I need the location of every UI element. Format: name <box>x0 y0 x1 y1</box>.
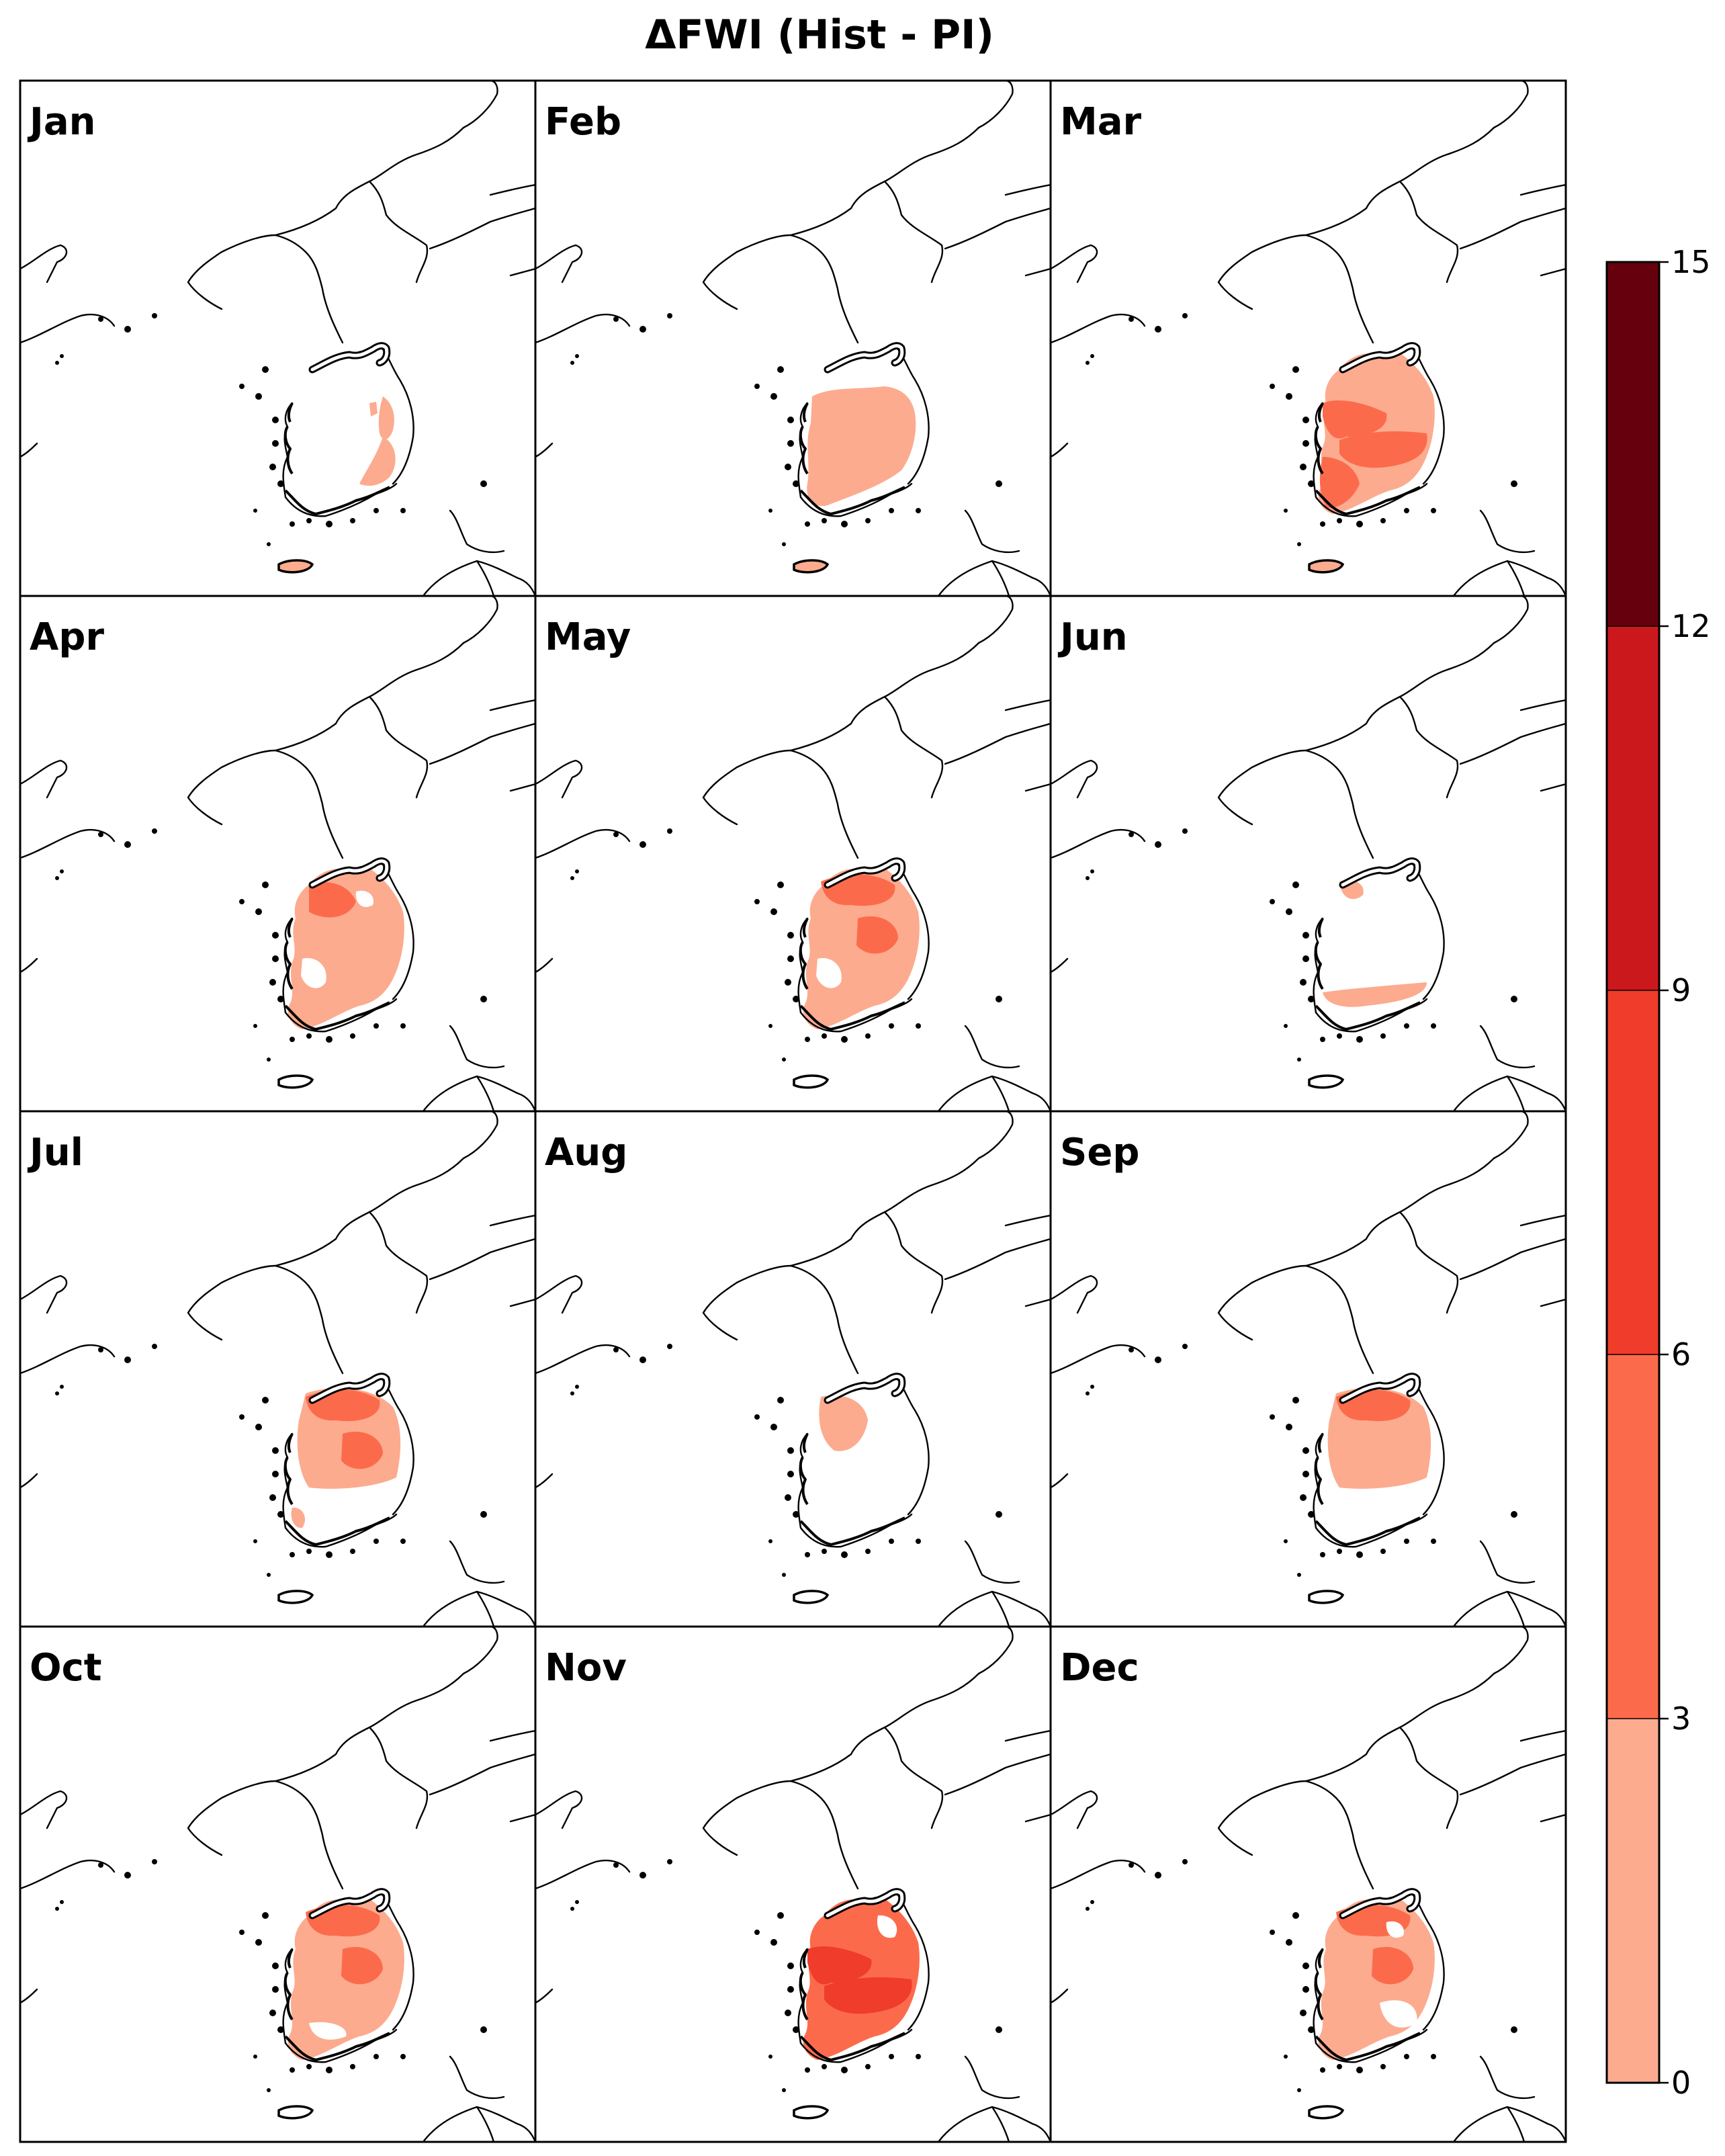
fwi-region-mar-1 <box>1323 400 1387 439</box>
colorbar-bin-2 <box>1607 990 1659 1354</box>
panel-label-feb: Feb <box>545 100 621 144</box>
map-panel-aug: Aug <box>534 1110 1052 1628</box>
map-panel-sep: Sep <box>1049 1110 1567 1628</box>
fwi-region-mar-2 <box>1339 431 1427 468</box>
fwi-region-nov-1 <box>807 1946 872 1985</box>
fwi-region-dec-2 <box>1372 1946 1413 1985</box>
fwi-region-nov-2 <box>824 1977 912 2014</box>
colorbar-bin-4 <box>1607 262 1659 626</box>
fwi-region-mar-4 <box>1309 560 1343 572</box>
fwi-region-jan-0 <box>378 396 394 440</box>
fwi-region-oct-2 <box>341 1946 383 1985</box>
map-panel-nov: Nov <box>534 1625 1052 2143</box>
fwi-region-jun-1 <box>1323 982 1427 1007</box>
fwi-region-aug-0 <box>819 1395 868 1451</box>
panel-grid: Jan Feb Mar Apr May Jun Jul Aug Sep Oct Nov Dec <box>19 79 1567 2143</box>
fwi-region-jan-3 <box>279 560 312 572</box>
colorbar-bin-3 <box>1607 626 1659 990</box>
panel-label-jul: Jul <box>27 1131 83 1174</box>
map-panel-apr: Apr <box>19 595 537 1113</box>
fwi-region-oct-3 <box>309 2022 347 2040</box>
panel-label-may: May <box>545 615 631 659</box>
map-panel-jul: Jul <box>19 1110 537 1628</box>
map-panel-jan: Jan <box>19 79 537 597</box>
panel-label-sep: Sep <box>1060 1131 1139 1174</box>
map-panel-mar: Mar <box>1049 79 1567 597</box>
panel-label-jan: Jan <box>27 100 96 144</box>
colorbar-tick-label: 12 <box>1671 608 1711 644</box>
map-panel-oct: Oct <box>19 1625 537 2143</box>
fwi-region-jul-2 <box>341 1431 383 1469</box>
map-panel-may: May <box>534 595 1052 1113</box>
fwi-region-jul-3 <box>291 1507 306 1528</box>
fwi-region-apr-2 <box>301 958 326 988</box>
panel-label-dec: Dec <box>1060 1646 1139 1690</box>
fwi-region-jan-2 <box>369 402 378 417</box>
fwi-region-feb-0 <box>807 386 916 507</box>
fwi-region-mar-3 <box>1319 457 1360 508</box>
map-panel-dec: Dec <box>1049 1625 1567 2143</box>
colorbar-tick-label: 6 <box>1671 1336 1691 1373</box>
panel-label-mar: Mar <box>1060 100 1142 144</box>
figure-title: ΔFWI (Hist - PI) <box>645 11 994 58</box>
fwi-region-feb-1 <box>794 560 828 572</box>
fwi-region-may-2 <box>856 916 898 954</box>
colorbar-tick-label: 0 <box>1671 2065 1691 2101</box>
map-panel-jun: Jun <box>1049 595 1567 1113</box>
fwi-region-nov-3 <box>877 1915 897 1938</box>
panel-label-oct: Oct <box>30 1646 102 1690</box>
colorbar-tick-label: 9 <box>1671 972 1691 1008</box>
fwi-region-apr-3 <box>355 890 373 908</box>
map-panel-feb: Feb <box>534 79 1052 597</box>
panel-label-jun: Jun <box>1057 615 1128 659</box>
panel-label-apr: Apr <box>30 615 104 659</box>
fwi-region-may-3 <box>816 958 842 988</box>
colorbar-bin-0 <box>1607 1719 1659 2083</box>
panel-label-nov: Nov <box>545 1646 627 1690</box>
colorbar-tick-label: 3 <box>1671 1700 1691 1737</box>
panel-label-aug: Aug <box>545 1131 627 1174</box>
colorbar-tick-label: 15 <box>1671 244 1711 280</box>
fwi-region-jan-1 <box>359 437 396 486</box>
colorbar-bin-1 <box>1607 1354 1659 1719</box>
colorbar: 0 3 6 9 12 15 <box>1605 244 1711 2101</box>
fwi-region-apr-1 <box>309 882 356 918</box>
fwi-region-dec-3 <box>1380 2000 1417 2028</box>
fwi-region-dec-4 <box>1386 1921 1404 1938</box>
